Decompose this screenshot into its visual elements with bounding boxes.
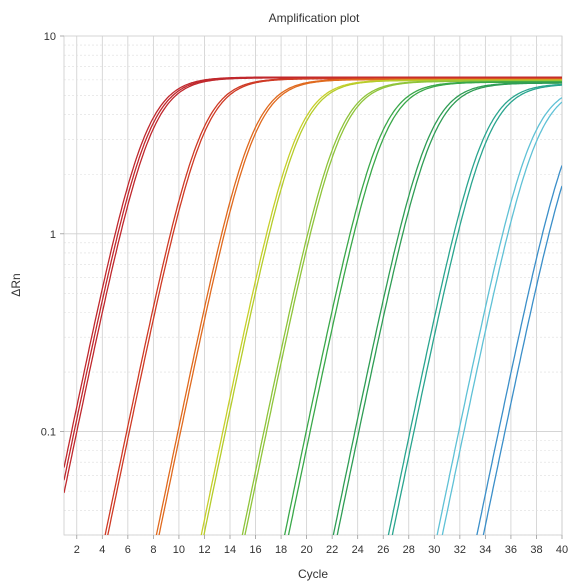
- amplification-curve: [476, 165, 562, 535]
- amplification-curve: [203, 79, 562, 535]
- amplification-curve: [391, 84, 562, 535]
- x-tick-label: 30: [428, 544, 440, 556]
- x-tick-label: 12: [198, 544, 210, 556]
- x-axis-label: Cycle: [298, 567, 328, 581]
- x-tick-label: 4: [99, 544, 105, 556]
- x-tick-label: 22: [326, 544, 338, 556]
- y-axis-label: ΔRn: [9, 273, 23, 296]
- curves: [64, 76, 562, 535]
- chart-title: Amplification plot: [269, 11, 360, 25]
- x-tick-label: 2: [74, 544, 80, 556]
- y-tick-label: 1: [50, 229, 56, 241]
- y-tick-label: 0.1: [41, 427, 56, 439]
- x-tick-label: 8: [150, 544, 156, 556]
- plot-frame: [63, 35, 563, 536]
- amplification-curve: [336, 82, 562, 535]
- x-tick-label: 40: [556, 544, 568, 556]
- amplification-curve: [107, 78, 562, 535]
- amplification-curve: [64, 76, 562, 468]
- amplification-curve: [287, 81, 562, 535]
- x-tick-label: 10: [173, 544, 185, 556]
- x-tick-label: 18: [275, 544, 287, 556]
- x-tick-label: 14: [224, 544, 236, 556]
- amplification-curve: [441, 101, 562, 535]
- x-axis-ticks: 2 4 6 8 10 12 14 16 18 20 22 24 26 28 30 32 34 36 38 40: [74, 535, 568, 556]
- amplification-curve: [158, 78, 562, 535]
- x-tick-label: 20: [300, 544, 312, 556]
- amplification-curve: [482, 185, 562, 535]
- amplification-curve: [436, 97, 562, 535]
- x-tick-label: 6: [125, 544, 131, 556]
- x-tick-label: 32: [454, 544, 466, 556]
- amplification-curve: [387, 83, 562, 535]
- amplification-curve: [155, 78, 562, 535]
- y-axis-ticks: 0.1 1 10: [41, 31, 64, 439]
- grid: [64, 36, 563, 536]
- x-tick-label: 26: [377, 544, 389, 556]
- x-tick-label: 16: [249, 544, 261, 556]
- y-tick-label: 10: [44, 31, 56, 43]
- x-tick-label: 28: [403, 544, 415, 556]
- x-tick-label: 38: [530, 544, 542, 556]
- x-tick-label: 36: [505, 544, 517, 556]
- x-tick-label: 24: [352, 544, 364, 556]
- x-tick-label: 34: [479, 544, 491, 556]
